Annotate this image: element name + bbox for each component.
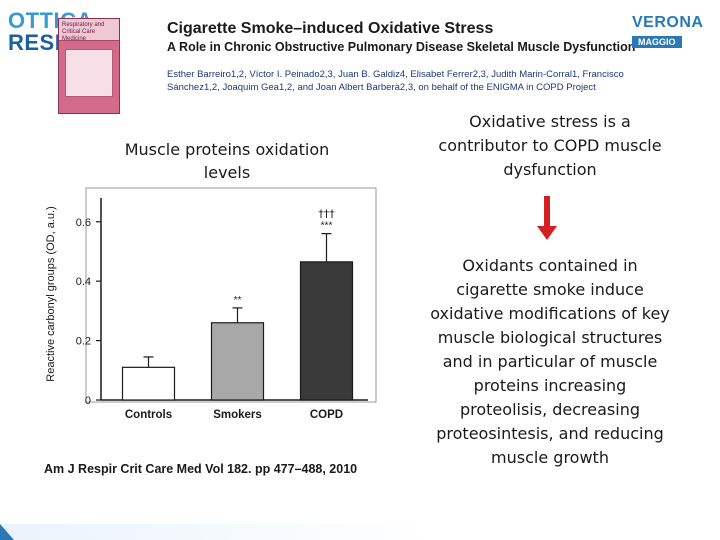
logo-verona-maggio: VERONA MAGGIO bbox=[632, 14, 710, 50]
x-tick-labels: Controls Smokers COPD bbox=[125, 409, 343, 421]
chart-frame bbox=[85, 187, 377, 403]
carbonyl-bar-chart: Reactive carbonyl groups (OD, a.u.) 0 0.2… bbox=[45, 187, 377, 421]
bars: *****††† bbox=[121, 208, 354, 401]
x-tick-label-controls: Controls bbox=[125, 409, 172, 421]
y-axis-label: Reactive carbonyl groups (OD, a.u.) bbox=[45, 206, 57, 381]
logo-right-line2: MAGGIO bbox=[632, 36, 682, 48]
statement-oxidants-cigarette-smoke: Oxidants contained in cigarette smoke in… bbox=[430, 256, 670, 467]
footer-strip bbox=[0, 524, 720, 540]
journal-cover-image: Respiratory and Critical Care Medicine bbox=[58, 18, 120, 114]
significance-label: *** bbox=[321, 221, 333, 232]
paper-subtitle: A Role in Chronic Obstructive Pulmonary … bbox=[167, 40, 636, 54]
journal-cover-title: Respiratory and Critical Care Medicine bbox=[59, 19, 119, 42]
significance-label: ** bbox=[234, 295, 242, 306]
footer-triangle bbox=[0, 524, 14, 540]
bar-copd bbox=[299, 261, 354, 401]
significance-dagger-label: ††† bbox=[318, 208, 335, 221]
x-tick-label-smokers: Smokers bbox=[213, 409, 262, 421]
paper-title: Cigarette Smoke–induced Oxidative Stress bbox=[167, 20, 494, 37]
y-tick-label: 0.4 bbox=[76, 276, 91, 288]
bar-smokers bbox=[210, 322, 265, 401]
chart-panel-title: Muscle proteins oxidation levels bbox=[124, 140, 330, 182]
y-ticks: 0 0.2 0.4 0.6 bbox=[76, 217, 101, 407]
y-tick-label: 0.2 bbox=[76, 336, 91, 348]
statement-oxidative-stress: Oxidative stress is a contributor to COP… bbox=[438, 112, 662, 179]
citation: Am J Respir Crit Care Med Vol 182. pp 47… bbox=[44, 462, 358, 476]
logo-left-line2: RESP bbox=[8, 30, 70, 55]
logo-right-line1: VERONA bbox=[632, 14, 704, 31]
y-tick-label: 0 bbox=[85, 395, 91, 407]
bar-controls bbox=[121, 366, 176, 401]
arrow-down-icon bbox=[537, 196, 557, 240]
journal-cover-art bbox=[65, 49, 113, 97]
y-tick-label: 0.6 bbox=[76, 217, 91, 229]
x-tick-label-copd: COPD bbox=[310, 409, 343, 421]
paper-authors: Esther Barreiro1,2, Víctor I. Peinado2,3… bbox=[167, 69, 624, 93]
